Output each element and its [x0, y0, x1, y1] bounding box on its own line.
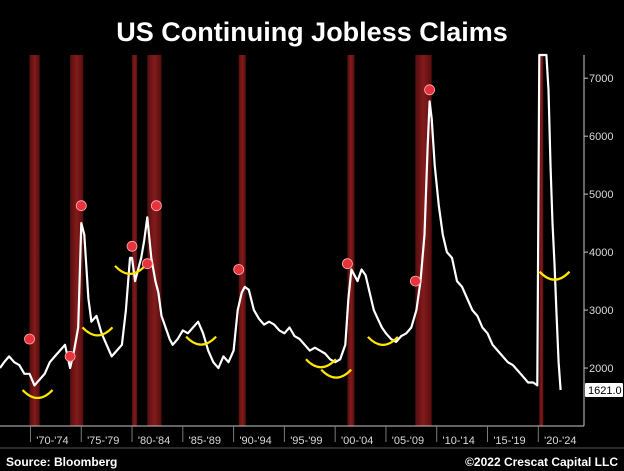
trough-marker-7 [538, 270, 571, 281]
trough-marker-3 [185, 335, 217, 346]
recession-marker-0 [24, 333, 35, 345]
chart-title: US Continuing Jobless Claims [116, 17, 508, 47]
x-tick-label-5: '95-'99 [290, 435, 322, 447]
x-tick-label-10: '20-'24 [544, 435, 576, 447]
source-note: Source: Bloomberg [6, 455, 117, 469]
recession-band-5 [347, 55, 355, 426]
x-tick-label-9: '15-'19 [493, 435, 525, 447]
x-tick-label-4: '90-'94 [239, 435, 271, 447]
x-tick-label-0: '70-'74 [36, 435, 68, 447]
last-value-box [585, 383, 623, 398]
recession-marker-8 [409, 275, 421, 287]
y-tick-label-3000: 3000 [589, 305, 613, 317]
y-tick-label-6000: 6000 [589, 131, 613, 143]
trough-marker-2 [114, 265, 146, 275]
recession-band-3 [147, 55, 162, 426]
y-tick-label-7000: 7000 [589, 73, 613, 85]
x-tick-label-3: '85-'89 [189, 435, 221, 447]
y-tick-label-4000: 4000 [589, 247, 613, 259]
recession-band-4 [238, 55, 246, 426]
x-tick-label-6: '00-'04 [341, 435, 373, 447]
copyright-note: ©2022 Crescat Capital LLC [465, 455, 618, 469]
last-value: 1621.0 [585, 383, 623, 398]
recession-marker-2 [75, 200, 87, 212]
y-tick-label-5000: 5000 [589, 189, 613, 201]
y-tick-label-2000: 2000 [589, 363, 613, 375]
recession-marker-4 [141, 258, 153, 270]
recession-marker-1 [64, 350, 76, 362]
x-tick-label-8: '10-'14 [443, 435, 475, 447]
recession-band-1 [70, 55, 84, 426]
x-tick-label-1: '75-'79 [87, 435, 119, 447]
trough-marker-4 [305, 358, 337, 369]
trough-marker-6 [367, 336, 399, 346]
x-tick-label-7: '05-'09 [392, 435, 424, 447]
recession-marker-5 [150, 200, 162, 212]
markers [21, 84, 571, 400]
recession-marker-9 [424, 84, 436, 96]
trough-marker-1 [81, 326, 114, 337]
recession-band-2 [132, 55, 138, 426]
trough-marker-5 [320, 368, 352, 379]
recession-band-0 [29, 55, 40, 426]
last-value-label: 1621.0 [588, 385, 622, 397]
x-tick-label-2: '80-'84 [138, 435, 170, 447]
recession-marker-3 [126, 240, 138, 252]
axes: 2000 3000 4000 5000 6000 7000 '70-'74 '75-'79 '8… [0, 55, 624, 449]
recession-marker-7 [341, 258, 353, 270]
recession-band-7 [539, 55, 544, 426]
recession-marker-6 [233, 264, 245, 275]
trough-marker-0 [21, 389, 54, 400]
